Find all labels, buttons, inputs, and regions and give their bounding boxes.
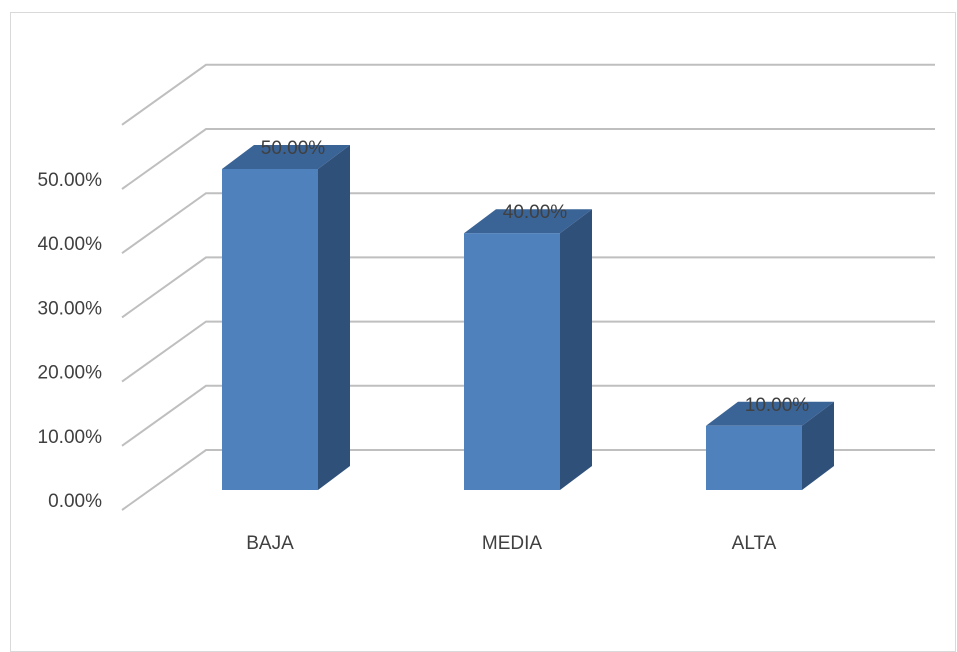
data-label-alta: 10.00% [745, 395, 810, 416]
bar-baja [222, 169, 318, 490]
y-tick-label-1: 10.00% [38, 427, 103, 448]
bar-side-baja [318, 145, 350, 490]
y-tick-label-2: 20.00% [38, 363, 103, 384]
gridline-6 [122, 65, 935, 125]
y-tick-label-5: 50.00% [38, 170, 103, 191]
data-label-media: 40.00% [503, 202, 568, 223]
x-tick-label-baja: BAJA [246, 533, 294, 554]
bar-side-media [560, 209, 592, 490]
bar-alta [706, 426, 802, 490]
x-tick-label-media: MEDIA [482, 533, 543, 554]
x-tick-label-alta: ALTA [732, 533, 777, 554]
y-tick-label-0: 0.00% [48, 491, 102, 512]
data-label-baja: 50.00% [261, 138, 326, 159]
y-tick-label-3: 30.00% [38, 298, 103, 319]
bar-media [464, 233, 560, 490]
y-tick-label-4: 40.00% [38, 234, 103, 255]
